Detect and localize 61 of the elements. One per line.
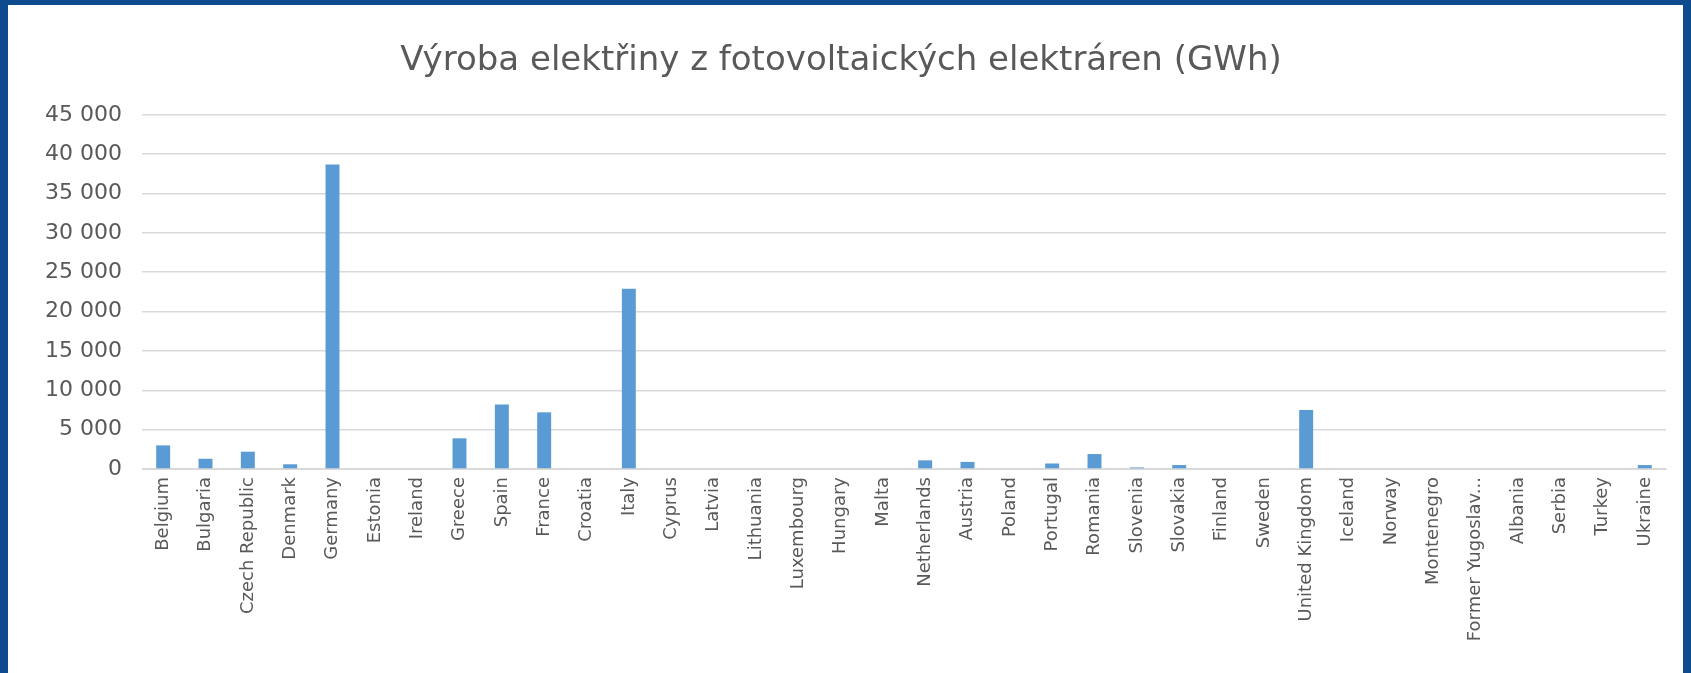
y-tick-label: 25 000 xyxy=(45,257,122,283)
x-tick-label: Greece xyxy=(447,477,469,542)
x-tick-label: Lithuania xyxy=(743,477,765,561)
bar xyxy=(1045,463,1060,469)
y-tick-label: 40 000 xyxy=(45,139,122,165)
x-tick-label: Serbia xyxy=(1547,477,1569,535)
x-tick-label: Poland xyxy=(997,477,1019,538)
x-tick-label: Czech Republic xyxy=(235,477,257,615)
x-tick-label: Austria xyxy=(955,477,977,541)
x-tick-label: Iceland xyxy=(1336,477,1358,543)
bar xyxy=(452,438,467,469)
x-tick-label: Latvia xyxy=(701,477,723,532)
y-tick-label: 0 xyxy=(108,454,122,480)
x-tick-label: United Kingdom xyxy=(1293,477,1315,622)
x-tick-label: Turkey xyxy=(1590,476,1612,537)
y-tick-label: 45 000 xyxy=(45,100,122,126)
y-tick-label: 20 000 xyxy=(45,297,122,323)
y-tick-label: 5 000 xyxy=(59,415,122,441)
x-tick-label: Finland xyxy=(1209,477,1231,542)
x-tick-label: Germany xyxy=(320,476,342,560)
bar xyxy=(1637,465,1652,469)
x-tick-label: Luxembourg xyxy=(785,477,807,590)
x-tick-label: Malta xyxy=(870,477,892,527)
x-tick-label: Romania xyxy=(1082,477,1104,556)
bar xyxy=(1299,409,1314,469)
x-tick-label: Former Yugoslav... xyxy=(1463,477,1485,642)
chart-title: Výroba elektřiny z fotovoltaických elektráren (GWh) xyxy=(400,38,1282,79)
x-tick-label: Croatia xyxy=(574,477,596,542)
bar xyxy=(1087,454,1102,469)
x-tick-label: Ukraine xyxy=(1632,477,1654,547)
x-tick-label: Cyprus xyxy=(658,477,680,540)
x-tick-label: Spain xyxy=(489,477,511,528)
y-tick-label: 30 000 xyxy=(45,218,122,244)
x-tick-label: Italy xyxy=(616,476,638,517)
x-tick-label: Ireland xyxy=(404,477,426,540)
x-tick-label: Hungary xyxy=(828,476,850,554)
x-tick-label: Albania xyxy=(1505,477,1527,545)
x-tick-label: Portugal xyxy=(1039,477,1061,552)
bar xyxy=(1172,465,1187,469)
y-tick-label: 10 000 xyxy=(45,376,122,402)
x-tick-label: Slovakia xyxy=(1166,477,1188,553)
bar xyxy=(325,164,340,469)
x-tick-label: Netherlands xyxy=(912,477,934,587)
x-tick-label: Norway xyxy=(1378,476,1400,546)
x-tick-label: France xyxy=(531,477,553,537)
x-tick-label: Bulgaria xyxy=(193,477,215,552)
x-tick-label: Slovenia xyxy=(1124,477,1146,554)
x-tick-label: Estonia xyxy=(362,477,384,544)
bar xyxy=(156,445,171,469)
x-tick-label: Denmark xyxy=(277,476,299,560)
x-tick-label: Sweden xyxy=(1251,477,1273,549)
y-tick-label: 15 000 xyxy=(45,336,122,362)
bar xyxy=(240,451,255,469)
bar xyxy=(494,404,509,469)
y-tick-label: 35 000 xyxy=(45,179,122,205)
bar xyxy=(537,412,552,469)
x-tick-label: Belgium xyxy=(150,477,172,551)
bar xyxy=(621,288,636,469)
x-tick-label: Montenegro xyxy=(1420,477,1442,586)
bar xyxy=(283,464,298,469)
bar xyxy=(918,460,933,469)
